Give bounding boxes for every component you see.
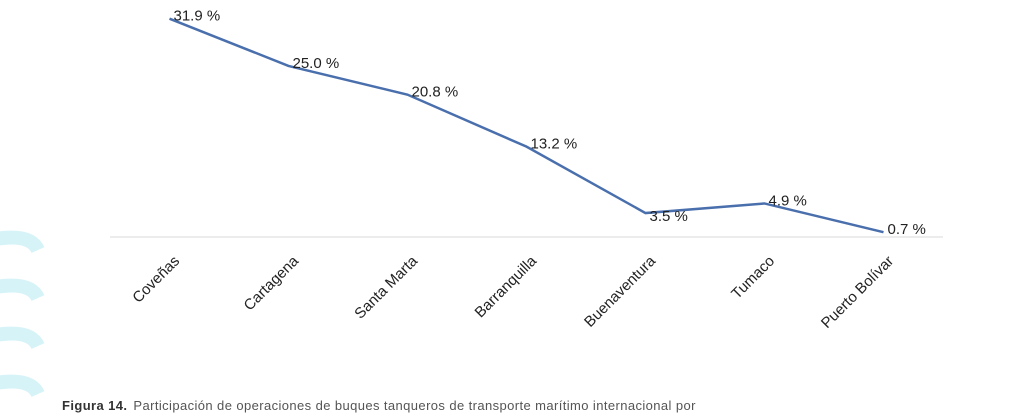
deco-arc [0, 238, 38, 250]
x-tick-label: Puerto Bolívar [818, 253, 897, 332]
chart: Figura 14. Participación de operaciones d… [0, 0, 1023, 416]
data-label: 13.2 % [531, 136, 578, 153]
x-tick-label: Buenaventura [581, 252, 660, 331]
data-label: 31.9 % [174, 8, 221, 25]
x-tick-label: Tumaco [728, 253, 778, 303]
deco-arc [0, 334, 38, 346]
data-label: 4.9 % [769, 192, 807, 209]
data-label: 3.5 % [650, 208, 688, 225]
caption-text: Participación de operaciones de buques t… [133, 398, 696, 413]
data-label: 0.7 % [888, 221, 926, 238]
decoration [0, 238, 38, 394]
data-label: 25.0 % [293, 55, 340, 72]
data-label: 20.8 % [412, 84, 459, 101]
deco-arc [0, 382, 38, 394]
deco-arc [0, 286, 38, 298]
caption: Figura 14. Participación de operaciones d… [62, 398, 696, 413]
x-tick-label: Cartagena [241, 252, 303, 314]
caption-label: Figura 14. [62, 398, 127, 413]
x-tick-label: Barranquilla [472, 252, 541, 321]
x-tick-label: Santa Marta [351, 252, 421, 322]
x-tick-label: Coveñas [129, 253, 183, 307]
